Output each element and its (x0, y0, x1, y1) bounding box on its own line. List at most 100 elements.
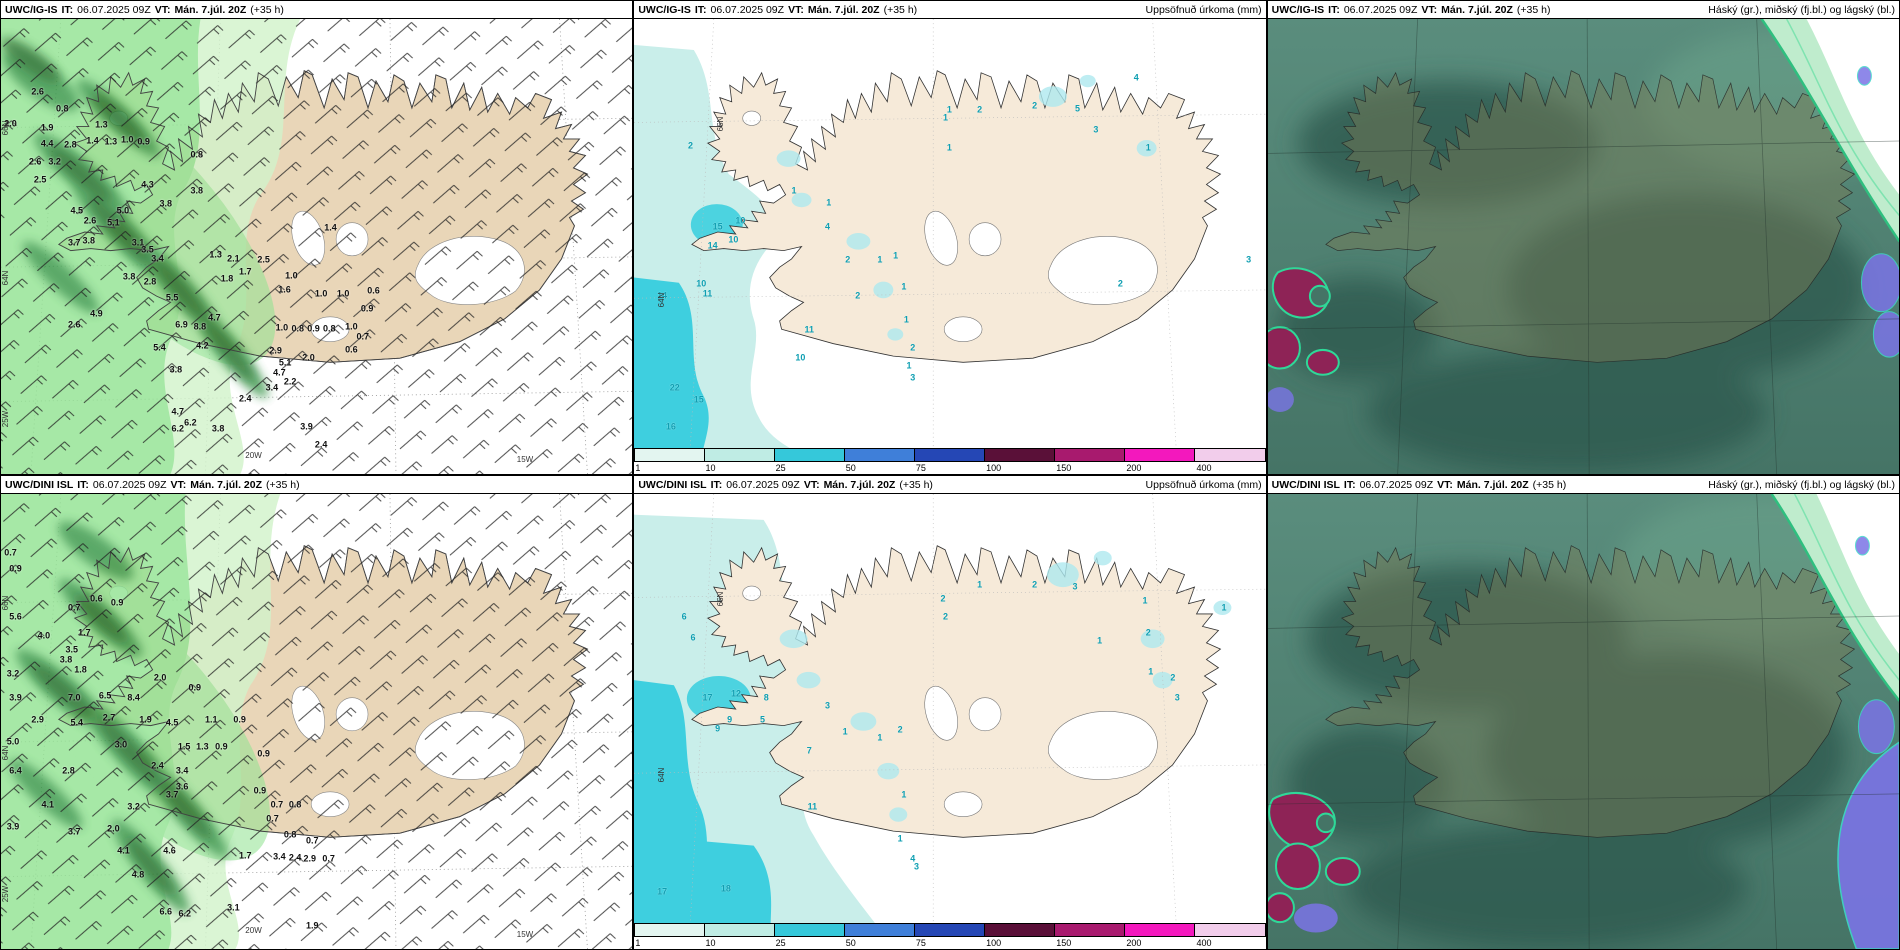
precip-color-scale: 1 10 25 50 75 100 150 200 400 (634, 923, 1266, 949)
init-label: IT: (694, 3, 707, 16)
panel-subtitle: Háský (gr.), miðský (fj.bl.) og lágský (… (1708, 478, 1895, 491)
init-label: IT: (77, 478, 89, 491)
precip-scale-segment (775, 449, 846, 461)
cloud-ring-hole (1315, 812, 1336, 834)
clear-sky-wedge (1770, 494, 1899, 702)
panel-header: UWC/DINI ISL IT: 06.07.2025 09Z VT: Mán.… (1, 476, 633, 494)
valid-time: Mán. 7.júl. 20Z (823, 478, 896, 491)
panel-header: UWC/IG-IS IT: 06.07.2025 09Z VT: Mán. 7.… (634, 1, 1266, 19)
init-label: IT: (61, 3, 74, 16)
mid-cloud-blobs (1856, 66, 1899, 358)
precip-map: 2 1 2 2 5 4 3 1 1 1 1 1 15 10 14 10 4 2 1 1 14 10 11 2 1 11 1 2 10 1 3… (634, 19, 1266, 474)
precip-scale-segment (1124, 449, 1195, 461)
cloud-map (1267, 494, 1899, 949)
precip-scale-tick: 50 (845, 938, 856, 948)
cloud-map-svg (1267, 494, 1899, 949)
model-name: UWC/IG-IS (638, 3, 691, 16)
init-time: 06.07.2025 09Z (1343, 3, 1418, 16)
graticule (1267, 19, 1899, 474)
precip-scale-bar (634, 448, 1266, 462)
mid-cloud-wedge (1837, 741, 1899, 949)
precip-scale-segment (984, 924, 1055, 936)
land-precip-patches (779, 550, 1232, 822)
valid-label: VT: (1421, 3, 1438, 16)
precip-scale-segment (984, 449, 1055, 461)
precip-scale-ticks: 1 10 25 50 75 100 150 200 400 (634, 462, 1266, 474)
cloud-ring-hole (1308, 284, 1331, 308)
precip-scale-ticks: 1 10 25 50 75 100 150 200 400 (634, 937, 1266, 949)
wind-barbs-layer (1, 494, 633, 949)
precip-scale-segment (845, 924, 916, 936)
precip-scale-tick: 100 (986, 463, 1002, 473)
init-time: 06.07.2025 09Z (77, 3, 151, 16)
valid-time: Mán. 7.júl. 20Z (807, 3, 880, 16)
lead-time: (+35 h) (266, 478, 300, 491)
precip-map-svg (634, 19, 1266, 474)
precip-scale-segment (705, 449, 776, 461)
valid-time: Mán. 7.júl. 20Z (190, 478, 263, 491)
panel-header: UWC/IG-IS IT: 06.07.2025 09Z VT: Mán. 7.… (1267, 1, 1899, 19)
panel-cloud-igis: UWC/IG-IS IT: 06.07.2025 09Z VT: Mán. 7.… (1266, 0, 1900, 475)
precip-scale-segment (635, 449, 706, 461)
init-time: 06.07.2025 09Z (92, 478, 167, 491)
precip-scale-segment (1194, 449, 1265, 461)
high-cloud-maroon (1267, 791, 1361, 924)
precip-scale-tick: 150 (1056, 938, 1072, 948)
precip-scale-tick: 1 (635, 938, 641, 948)
precip-scale-segment (1194, 924, 1265, 936)
panel-subtitle: Uppsöfnuð úrkoma (mm) (1145, 3, 1262, 16)
valid-time: Mán. 7.júl. 20Z (1456, 478, 1529, 491)
valid-label: VT: (803, 478, 820, 491)
valid-label: VT: (170, 478, 187, 491)
precip-scale-tick: 400 (1196, 463, 1212, 473)
wind-map-svg (1, 494, 633, 949)
valid-label: VT: (154, 3, 171, 16)
precip-scale-segment (915, 924, 985, 936)
precip-scale-tick: 25 (775, 938, 786, 948)
precip-scale-segment (635, 924, 706, 936)
precip-map: 1 2 2 3 1 1 2 2 1 6 6 1 2 17 12 8 3 3 9 9 5 1 2 1 7 1 11 1 4 3 17 18 66… (634, 494, 1266, 949)
init-label: IT: (1328, 3, 1340, 16)
precip-scale-segment (1054, 924, 1125, 936)
lead-time: (+35 h) (883, 3, 918, 16)
panel-wind-dini: UWC/DINI ISL IT: 06.07.2025 09Z VT: Mán.… (0, 475, 634, 950)
init-label: IT: (710, 478, 723, 491)
lead-time: (+35 h) (250, 3, 284, 16)
graticule (634, 494, 1266, 949)
precip-scale-bar (634, 923, 1266, 937)
precip-scale-segment (915, 449, 985, 461)
precip-color-scale: 1 10 25 50 75 100 150 200 400 (634, 448, 1266, 474)
model-name: UWC/DINI ISL (5, 478, 74, 491)
cloud-map (1267, 19, 1899, 474)
graticule (1267, 494, 1899, 949)
land-precip-patches (776, 74, 1157, 341)
low-cloud-blob (1293, 903, 1338, 933)
panel-header: UWC/DINI ISL IT: 06.07.2025 09Z VT: Mán.… (1267, 476, 1899, 494)
wind-map-svg (1, 19, 633, 474)
init-label: IT: (1343, 478, 1356, 491)
panel-precip-igis: UWC/IG-IS IT: 06.07.2025 09Z VT: Mán. 7.… (633, 0, 1267, 475)
precip-scale-tick: 10 (705, 463, 716, 473)
precip-scale-segment (1124, 924, 1195, 936)
panel-cloud-dini: UWC/DINI ISL IT: 06.07.2025 09Z VT: Mán.… (1266, 475, 1900, 950)
graticule (634, 19, 1266, 474)
valid-label: VT: (788, 3, 804, 16)
panel-subtitle: Háský (gr.), miðský (fj.bl.) og lágský (… (1708, 3, 1895, 16)
precip-scale-tick: 150 (1056, 463, 1072, 473)
precip-scale-tick: 25 (775, 463, 786, 473)
precip-scale-tick: 400 (1196, 938, 1212, 948)
panel-header: UWC/IG-IS IT: 06.07.2025 09Z VT: Mán. 7.… (1, 1, 633, 19)
valid-time: Mán. 7.júl. 20Z (174, 3, 247, 16)
precip-scale-tick: 1 (635, 463, 641, 473)
mid-cloud-blobs (1854, 535, 1895, 755)
panel-wind-igis: UWC/IG-IS IT: 06.07.2025 09Z VT: Mán. 7.… (0, 0, 634, 475)
precip-scale-tick: 50 (845, 463, 856, 473)
panel-header: UWC/DINI ISL IT: 06.07.2025 09Z VT: Mán.… (634, 476, 1266, 494)
precip-cyan-shading (634, 44, 844, 474)
wind-barbs-layer (1, 19, 633, 474)
panel-subtitle: Uppsöfnuð úrkoma (mm) (1145, 478, 1262, 491)
init-time: 06.07.2025 09Z (1359, 478, 1434, 491)
precip-map-svg (634, 494, 1266, 949)
precip-scale-tick: 200 (1126, 938, 1142, 948)
